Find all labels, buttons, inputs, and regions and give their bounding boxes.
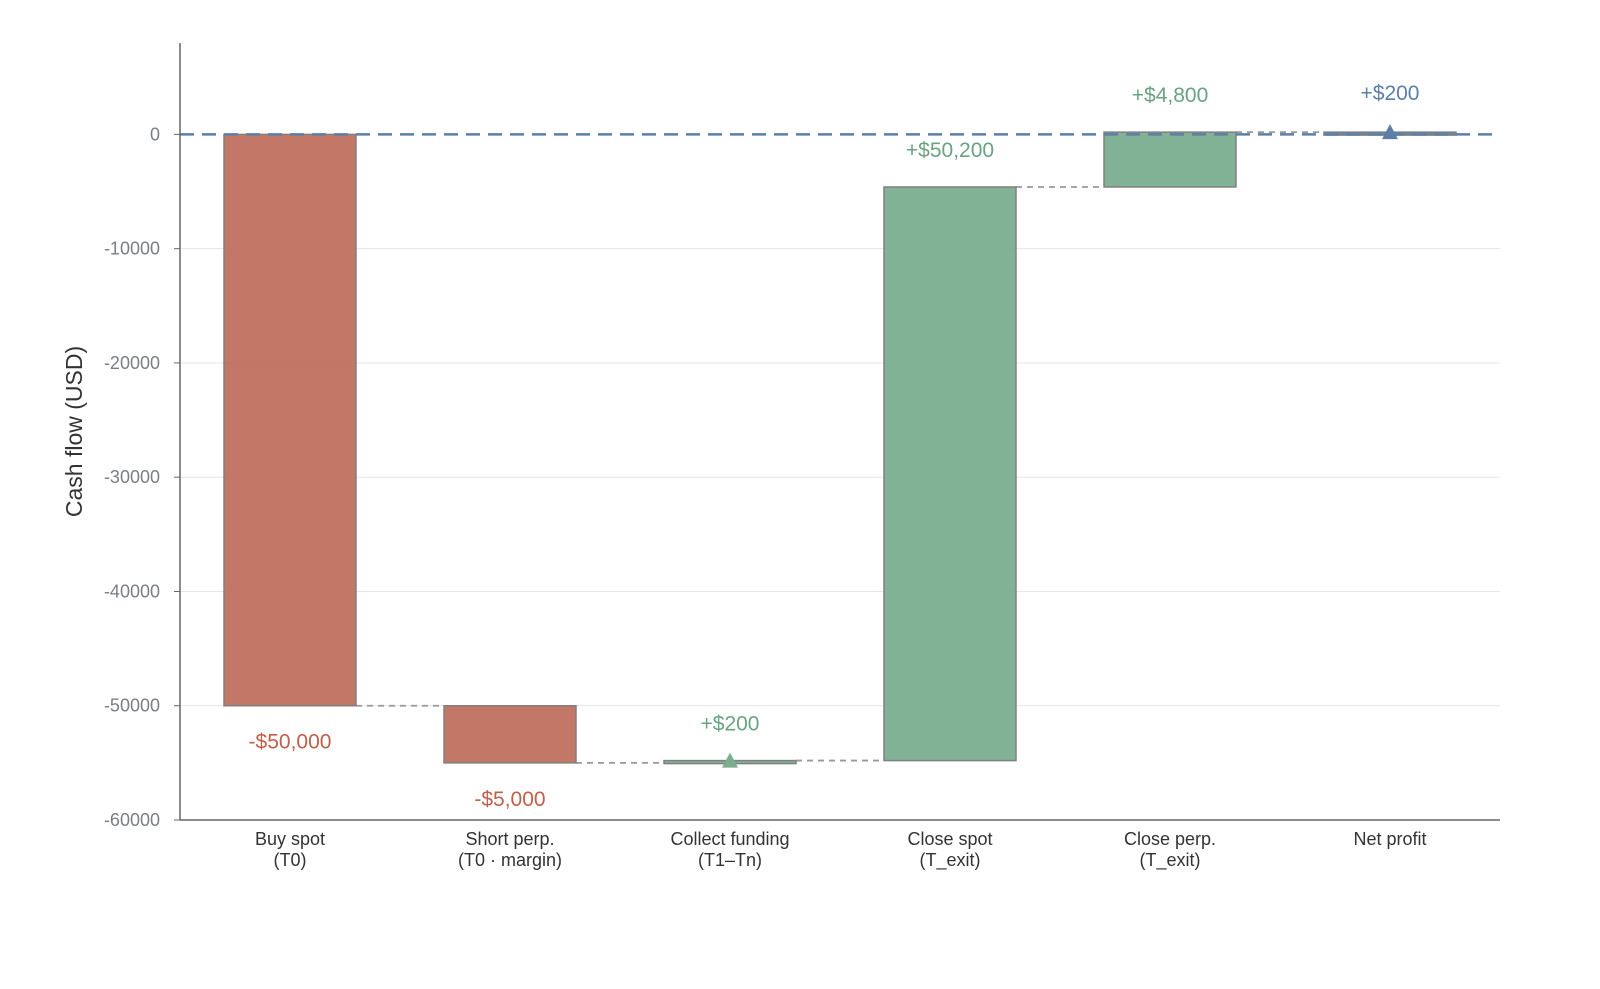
y-tick-label: -20000	[104, 353, 160, 373]
data-labels: -$50,000 -$5,000 +$200 +$50,200 +$4,800 +$200	[249, 82, 1420, 811]
data-label: +$4,800	[1132, 84, 1209, 107]
data-label: -$5,000	[474, 788, 545, 811]
y-tick-label: -10000	[104, 239, 160, 259]
data-label: +$50,200	[906, 139, 994, 162]
y-tick-label: -40000	[104, 581, 160, 601]
y-tick-label: -30000	[104, 467, 160, 487]
x-tick-label: Close perp.	[1124, 829, 1216, 849]
bar	[883, 186, 1017, 762]
x-tick-label: Collect funding	[670, 829, 789, 849]
x-tick-label: Net profit	[1353, 829, 1426, 849]
bars	[223, 124, 1457, 768]
connectors	[356, 131, 1324, 764]
x-tick-label: (T_exit)	[1139, 850, 1200, 871]
bar	[443, 704, 577, 764]
data-label: +$200	[1361, 82, 1420, 105]
bar	[1103, 131, 1237, 188]
y-tick-label: -50000	[104, 696, 160, 716]
x-tick-label: (T0)	[274, 850, 307, 870]
y-tick-label: 0	[150, 124, 160, 144]
x-tick-label: Buy spot	[255, 829, 325, 849]
bar	[223, 133, 357, 707]
bar-marker	[722, 752, 738, 768]
gridlines	[180, 248, 1500, 821]
axes: 0 -10000 -20000 -30000 -40000 -50000 -60000 Buy…	[104, 43, 1500, 871]
x-tick-label: Close spot	[907, 829, 992, 849]
x-tick-label: (T0 · margin)	[458, 850, 562, 870]
y-axis-title: Cash flow (USD)	[61, 346, 87, 517]
x-tick-label: (T_exit)	[919, 850, 980, 871]
y-tick-label: -60000	[104, 810, 160, 830]
data-label: -$50,000	[249, 731, 332, 754]
data-label: +$200	[701, 713, 760, 736]
x-tick-label: (T1–Tn)	[698, 850, 762, 870]
x-tick-label: Short perp.	[465, 829, 554, 849]
